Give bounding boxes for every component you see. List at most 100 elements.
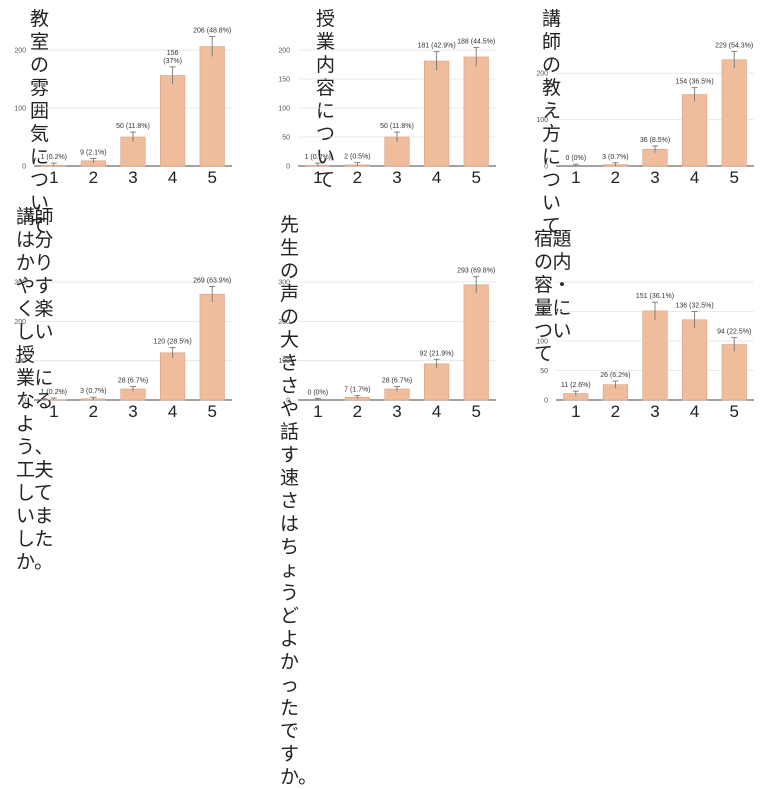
y-tick-label: 200 <box>14 48 26 55</box>
x-tick-label: 3 <box>650 168 659 187</box>
x-tick-label: 4 <box>168 168 177 187</box>
x-tick-label: 5 <box>729 402 738 421</box>
data-label: 3 (0.7%) <box>602 154 628 161</box>
data-label: 206 (48.8%) <box>193 28 231 35</box>
bar <box>464 57 489 166</box>
x-tick-label: 1 <box>313 168 322 187</box>
x-tick-label: 3 <box>128 402 137 421</box>
y-tick-label: 300 <box>278 280 290 287</box>
x-tick-label: 2 <box>611 402 620 421</box>
x-tick-label: 4 <box>168 402 177 421</box>
bar <box>200 294 225 400</box>
bar <box>722 60 747 166</box>
y-tick-label: 100 <box>536 117 548 124</box>
data-label: 28 (6.7%) <box>382 377 412 384</box>
data-label: 0 (0%) <box>565 155 586 162</box>
bar <box>643 311 668 400</box>
bar-chart: 0 100 200 0 (0%) 1 3 (0.7%) 2 36 (8.5%) 3 154 (36… <box>530 40 762 190</box>
data-label: 120 (28.5%) <box>154 339 192 346</box>
y-tick-label: 150 <box>536 309 548 316</box>
bar <box>160 76 185 166</box>
x-tick-label: 5 <box>471 168 480 187</box>
data-label: 136 (32.5%) <box>676 303 714 310</box>
y-tick-label: 100 <box>278 106 290 113</box>
data-label: 36 (8.5%) <box>640 137 670 144</box>
x-tick-label: 2 <box>611 168 620 187</box>
bar-chart: 0 100 200 1 (0.2%) 1 9 (2.1%) 2 50 (11.8%) 3 156(… <box>8 40 240 190</box>
data-label: 1 (0.2%) <box>41 154 67 161</box>
data-label: 28 (6.7%) <box>118 377 148 384</box>
x-tick-label: 2 <box>353 402 362 421</box>
x-tick-label: 3 <box>392 402 401 421</box>
x-tick-label: 1 <box>571 402 580 421</box>
y-tick-label: 100 <box>278 358 290 365</box>
x-tick-label: 5 <box>207 402 216 421</box>
bar-chart: 0 100 200 300 0 (0%) 1 7 (1.7%) 2 28 (6.7%) 3 92 (… <box>272 272 504 424</box>
x-tick-label: 2 <box>353 168 362 187</box>
bar <box>424 61 449 166</box>
data-label: 156(37%) <box>163 50 182 65</box>
x-tick-label: 4 <box>690 402 699 421</box>
x-tick-label: 5 <box>729 168 738 187</box>
bar-chart: 0 50 100 150 200 11 (2.6%) 1 26 (6.2%) 2 151 (36.… <box>530 272 762 424</box>
x-tick-label: 1 <box>571 168 580 187</box>
bar <box>682 320 707 400</box>
x-tick-label: 4 <box>690 168 699 187</box>
x-tick-label: 3 <box>650 402 659 421</box>
bar <box>682 95 707 166</box>
x-tick-label: 5 <box>207 168 216 187</box>
y-tick-label: 50 <box>282 135 290 142</box>
data-label: 9 (2.1%) <box>80 149 106 156</box>
y-tick-label: 150 <box>278 77 290 84</box>
x-tick-label: 3 <box>128 168 137 187</box>
data-label: 0 (0%) <box>307 389 328 396</box>
y-tick-label: 200 <box>536 280 548 287</box>
data-label: 269 (63.9%) <box>193 277 231 284</box>
x-tick-label: 1 <box>49 402 58 421</box>
bar <box>464 285 489 400</box>
y-tick-label: 200 <box>278 48 290 55</box>
data-label: 3 (0.7%) <box>80 388 106 395</box>
y-tick-label: 200 <box>278 319 290 326</box>
data-label: 154 (36.5%) <box>676 79 714 86</box>
data-label: 1 (0.2%) <box>41 389 67 396</box>
y-tick-label: 200 <box>536 71 548 78</box>
x-tick-label: 1 <box>313 402 322 421</box>
x-tick-label: 1 <box>49 168 58 187</box>
x-tick-label: 4 <box>432 402 441 421</box>
y-tick-label: 200 <box>14 319 26 326</box>
data-label: 188 (44.5%) <box>457 38 495 45</box>
data-label: 151 (36.1%) <box>636 293 674 300</box>
y-tick-label: 100 <box>14 106 26 113</box>
data-label: 181 (42.9%) <box>418 43 456 50</box>
data-label: 92 (21.9%) <box>419 350 453 357</box>
bar-chart: 0 50 100 150 200 1 (0.2%) 1 2 (0.5%) 2 50 (11.8%)… <box>272 40 504 190</box>
bar <box>424 364 449 400</box>
data-label: 26 (6.2%) <box>600 372 630 379</box>
y-tick-label: 0 <box>544 398 548 405</box>
data-label: 293 (69.8%) <box>457 268 495 275</box>
data-label: 50 (11.8%) <box>380 123 414 130</box>
y-tick-label: 300 <box>14 280 26 287</box>
x-tick-label: 3 <box>392 168 401 187</box>
y-tick-label: 50 <box>540 368 548 375</box>
y-tick-label: 100 <box>14 358 26 365</box>
data-label: 229 (54.3%) <box>715 42 753 49</box>
x-tick-label: 2 <box>89 168 98 187</box>
data-label: 50 (11.8%) <box>116 123 150 130</box>
y-tick-label: 0 <box>22 164 26 171</box>
x-tick-label: 4 <box>432 168 441 187</box>
data-label: 2 (0.5%) <box>344 154 370 161</box>
y-tick-label: 0 <box>286 398 290 405</box>
data-label: 94 (22.5%) <box>717 329 751 336</box>
y-tick-label: 0 <box>286 164 290 171</box>
data-label: 1 (0.2%) <box>305 154 331 161</box>
bar <box>160 353 185 400</box>
data-label: 7 (1.7%) <box>344 387 370 394</box>
y-tick-label: 0 <box>544 164 548 171</box>
data-label: 11 (2.6%) <box>561 382 591 389</box>
x-tick-label: 2 <box>89 402 98 421</box>
bar <box>200 47 225 166</box>
y-tick-label: 100 <box>536 339 548 346</box>
